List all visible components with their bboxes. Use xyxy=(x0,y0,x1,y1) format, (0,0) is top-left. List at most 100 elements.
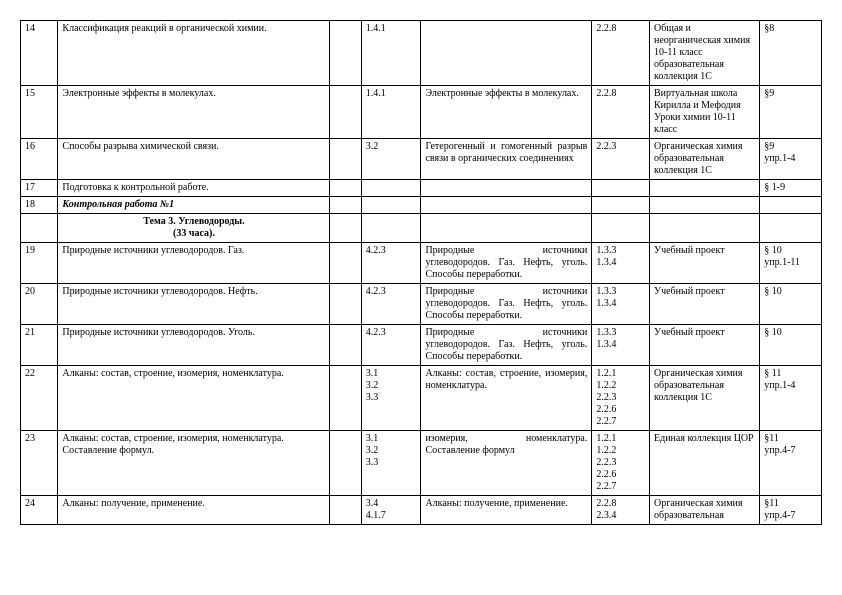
table-row: Тема 3. Углеводороды. (33 часа). xyxy=(21,214,822,243)
code1-cell: 3.4 4.1.7 xyxy=(361,496,421,525)
topic-cell: Природные источники углеводородов. Нефть… xyxy=(58,284,330,325)
code2-cell xyxy=(592,180,650,197)
topic-cell: Способы разрыва химической связи. xyxy=(58,139,330,180)
row-number: 16 xyxy=(21,139,58,180)
resource-cell: Учебный проект xyxy=(650,284,760,325)
reference-cell: §9 упр.1-4 xyxy=(760,139,822,180)
row-number: 22 xyxy=(21,366,58,431)
code1-cell: 3.2 xyxy=(361,139,421,180)
resource-cell: Единая коллекция ЦОР xyxy=(650,431,760,496)
topic-cell: Природные источники углеводородов. Уголь… xyxy=(58,325,330,366)
reference-cell: § 10 xyxy=(760,325,822,366)
code1-cell xyxy=(361,180,421,197)
reference-cell: §8 xyxy=(760,21,822,86)
code2-cell: 2.2.3 xyxy=(592,139,650,180)
reference-cell xyxy=(760,197,822,214)
reference-cell: § 11 упр.1-4 xyxy=(760,366,822,431)
empty-cell xyxy=(330,431,361,496)
topic-cell: Подготовка к контрольной работе. xyxy=(58,180,330,197)
description-cell: Гетерогенный и гомогенный разрыв связи в… xyxy=(421,139,592,180)
resource-cell: Органическая химия образовательная xyxy=(650,496,760,525)
row-number: 14 xyxy=(21,21,58,86)
code1-cell: 3.1 3.2 3.3 xyxy=(361,431,421,496)
description-cell: изомерия, номенклатура. Составление форм… xyxy=(421,431,592,496)
resource-cell: Учебный проект xyxy=(650,243,760,284)
resource-cell: Органическая химия образовательная колле… xyxy=(650,139,760,180)
table-row: 23Алканы: состав, строение, изомерия, но… xyxy=(21,431,822,496)
reference-cell xyxy=(760,214,822,243)
table-row: 21Природные источники углеводородов. Уго… xyxy=(21,325,822,366)
reference-cell: §9 xyxy=(760,86,822,139)
table-row: 16Способы разрыва химической связи. 3.2Ге… xyxy=(21,139,822,180)
row-number: 19 xyxy=(21,243,58,284)
resource-cell xyxy=(650,180,760,197)
empty-cell xyxy=(330,21,361,86)
table-row: 15Электронные эффекты в молекулах.1.4.1Э… xyxy=(21,86,822,139)
code1-cell: 4.2.3 xyxy=(361,243,421,284)
empty-cell xyxy=(330,243,361,284)
empty-cell xyxy=(330,86,361,139)
reference-cell: § 1-9 xyxy=(760,180,822,197)
empty-cell xyxy=(330,496,361,525)
description-cell: Природные источники углеводородов. Газ. … xyxy=(421,243,592,284)
table-row: 14Классификация реакций в органической х… xyxy=(21,21,822,86)
reference-cell: §11 упр.4-7 xyxy=(760,431,822,496)
table-row: 20Природные источники углеводородов. Неф… xyxy=(21,284,822,325)
description-cell: Природные источники углеводородов. Газ. … xyxy=(421,284,592,325)
table-row: 17Подготовка к контрольной работе.§ 1-9 xyxy=(21,180,822,197)
row-number: 20 xyxy=(21,284,58,325)
resource-cell xyxy=(650,214,760,243)
code2-cell: 2.2.8 xyxy=(592,21,650,86)
code2-cell: 2.2.8 2.3.4 xyxy=(592,496,650,525)
code2-cell: 1.2.1 1.2.2 2.2.3 2.2.6 2.2.7 xyxy=(592,366,650,431)
row-number: 18 xyxy=(21,197,58,214)
description-cell: Природные источники углеводородов. Газ. … xyxy=(421,325,592,366)
empty-cell xyxy=(330,325,361,366)
empty-cell xyxy=(330,197,361,214)
description-cell xyxy=(421,21,592,86)
description-cell xyxy=(421,180,592,197)
topic-cell: Контрольная работа №1 xyxy=(58,197,330,214)
code2-cell: 1.3.3 1.3.4 xyxy=(592,284,650,325)
code1-cell xyxy=(361,197,421,214)
code2-cell xyxy=(592,197,650,214)
empty-cell xyxy=(330,366,361,431)
empty-cell xyxy=(330,214,361,243)
topic-cell: Алканы: получение, применение. xyxy=(58,496,330,525)
resource-cell xyxy=(650,197,760,214)
empty-cell xyxy=(330,180,361,197)
code1-cell: 4.2.3 xyxy=(361,284,421,325)
code2-cell: 1.2.1 1.2.2 2.2.3 2.2.6 2.2.7 xyxy=(592,431,650,496)
topic-cell: Алканы: состав, строение, изомерия, номе… xyxy=(58,366,330,431)
resource-cell: Виртуальная школа Кирилла и Мефодия Урок… xyxy=(650,86,760,139)
topic-cell: Тема 3. Углеводороды. (33 часа). xyxy=(58,214,330,243)
description-cell: Алканы: получение, применение. xyxy=(421,496,592,525)
code1-cell: 4.2.3 xyxy=(361,325,421,366)
table-row: 18Контрольная работа №1 xyxy=(21,197,822,214)
topic-cell: Электронные эффекты в молекулах. xyxy=(58,86,330,139)
row-number: 24 xyxy=(21,496,58,525)
topic-cell: Природные источники углеводородов. Газ. xyxy=(58,243,330,284)
row-number: 23 xyxy=(21,431,58,496)
table-row: 19Природные источники углеводородов. Газ… xyxy=(21,243,822,284)
resource-cell: Учебный проект xyxy=(650,325,760,366)
table-row: 24Алканы: получение, применение.3.4 4.1.… xyxy=(21,496,822,525)
code1-cell: 1.4.1 xyxy=(361,21,421,86)
description-cell xyxy=(421,197,592,214)
code2-cell xyxy=(592,214,650,243)
description-cell xyxy=(421,214,592,243)
topic-cell: Классификация реакций в органической хим… xyxy=(58,21,330,86)
reference-cell: § 10 упр.1-11 xyxy=(760,243,822,284)
code2-cell: 1.3.3 1.3.4 xyxy=(592,243,650,284)
curriculum-table: 14Классификация реакций в органической х… xyxy=(20,20,822,525)
row-number: 21 xyxy=(21,325,58,366)
table-row: 22Алканы: состав, строение, изомерия, но… xyxy=(21,366,822,431)
reference-cell: § 10 xyxy=(760,284,822,325)
code1-cell: 3.1 3.2 3.3 xyxy=(361,366,421,431)
code2-cell: 1.3.3 1.3.4 xyxy=(592,325,650,366)
description-cell: Алканы: состав, строение, изомерия, номе… xyxy=(421,366,592,431)
row-number: 15 xyxy=(21,86,58,139)
empty-cell xyxy=(330,139,361,180)
reference-cell: §11 упр.4-7 xyxy=(760,496,822,525)
row-number xyxy=(21,214,58,243)
